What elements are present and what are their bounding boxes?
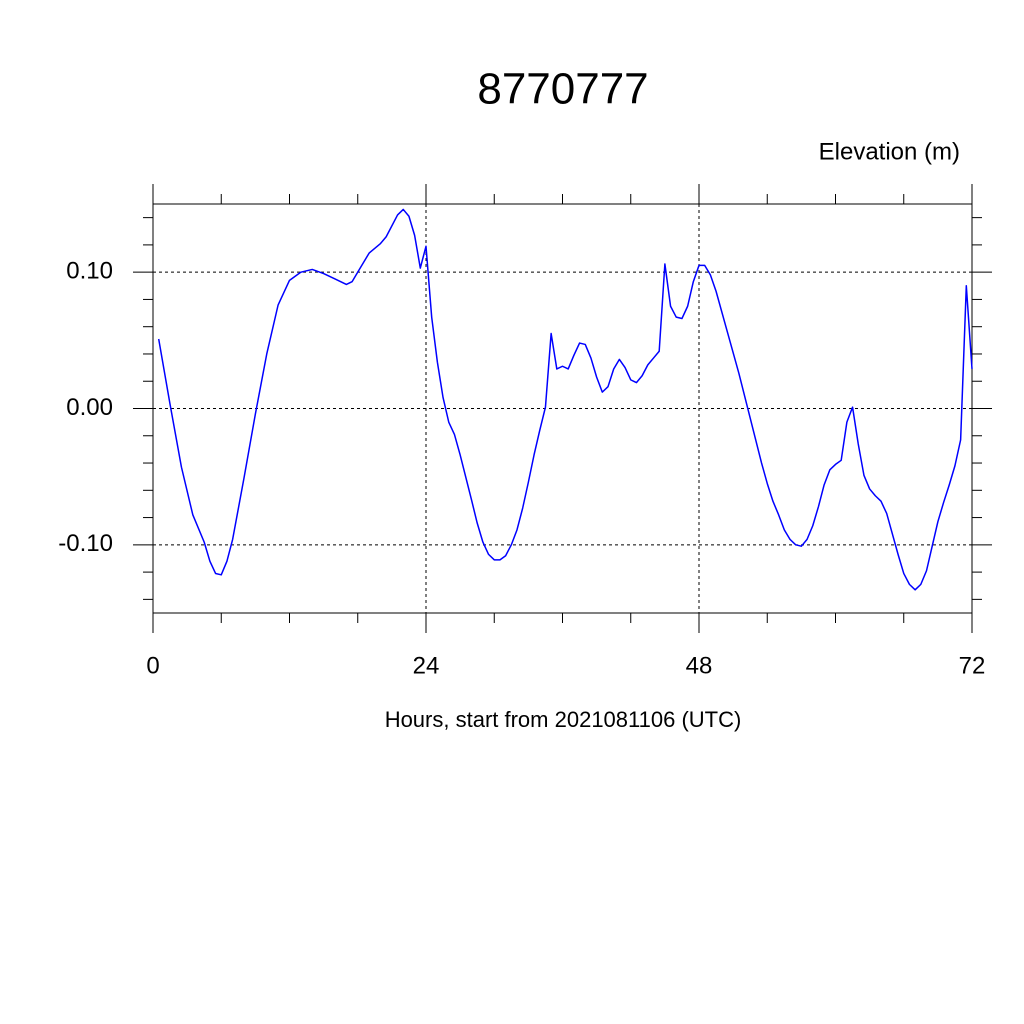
x-tick-label: 72 [959, 652, 986, 679]
x-axis-label: Hours, start from 2021081106 (UTC) [385, 707, 742, 732]
x-tick-label: 0 [146, 652, 159, 679]
y-tick-label: 0.00 [66, 394, 113, 421]
y-tick-label: 0.10 [66, 258, 113, 285]
y-axis-label: Elevation (m) [819, 138, 960, 165]
chart-title: 8770777 [477, 65, 648, 114]
y-tick-label: -0.10 [58, 530, 113, 557]
data-line [157, 208, 973, 591]
x-tick-label: 24 [413, 652, 440, 679]
x-tick-label: 48 [686, 652, 713, 679]
